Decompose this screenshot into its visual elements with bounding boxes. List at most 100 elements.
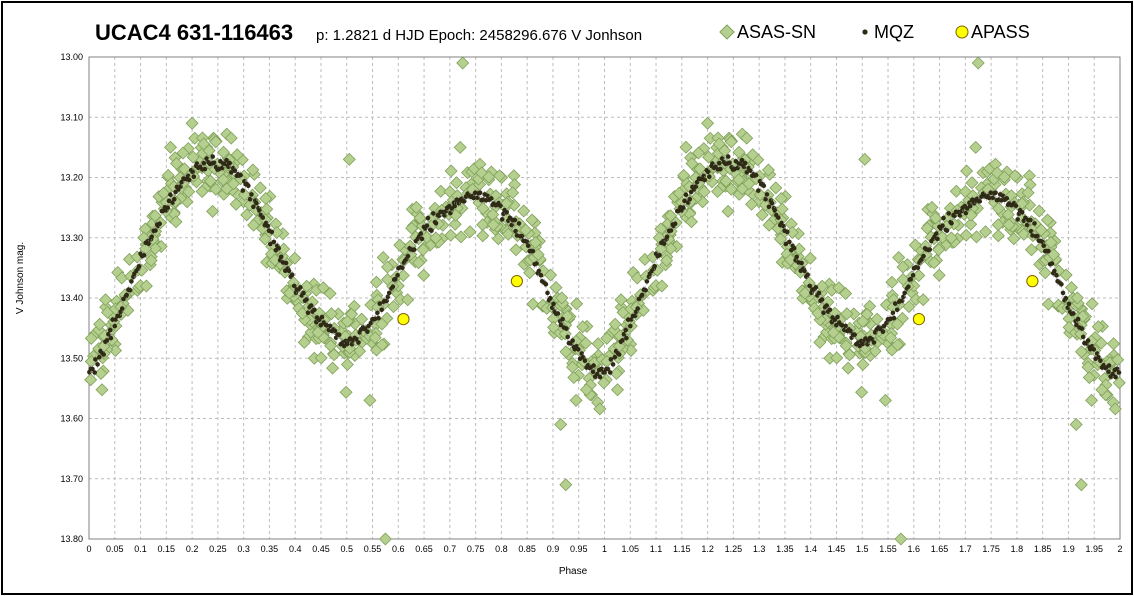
chart-title: UCAC4 631-116463 [95, 20, 293, 45]
asas-sn-point [971, 56, 985, 70]
asas-sn-point [1041, 297, 1055, 311]
asas-sn-point [792, 242, 806, 256]
mqz-point [1040, 239, 1045, 245]
mqz-point [993, 190, 998, 196]
mqz-point [485, 193, 490, 199]
asas-sn-point [912, 268, 926, 283]
mqz-point [719, 156, 725, 161]
asas-sn-point [1074, 478, 1088, 492]
x-tick-label: 1.45 [828, 544, 846, 554]
mqz-point [298, 285, 303, 290]
asas-sn-point [1038, 266, 1052, 280]
mqz-point [694, 179, 700, 185]
y-tick-label: 13.10 [60, 112, 83, 122]
asas-sn-point [1040, 213, 1055, 227]
mqz-point [756, 188, 761, 193]
asas-sn-point [565, 360, 580, 374]
x-tick-label: 0.1 [134, 544, 147, 554]
mqz-point [891, 315, 897, 321]
asas-sn-point [456, 56, 470, 70]
mqz-point [1019, 210, 1025, 215]
asas-sn-series [84, 56, 1126, 546]
mqz-point [178, 184, 183, 189]
mqz-point [813, 285, 819, 290]
mqz-point [349, 342, 355, 347]
x-tick-label: 1.2 [701, 544, 714, 554]
asas-sn-point [420, 230, 434, 244]
asas-sn-point [376, 250, 390, 265]
x-tick-label: 1 [602, 544, 607, 554]
y-tick-label: 13.50 [60, 353, 83, 363]
mqz-point [921, 253, 926, 259]
asas-sn-point [624, 343, 638, 358]
asas-sn-point [811, 306, 825, 320]
mqz-point [1080, 334, 1086, 340]
mqz-point [1079, 326, 1085, 331]
asas-sn-point [84, 331, 98, 345]
mqz-point [705, 169, 711, 175]
asas-sn-point [259, 191, 273, 206]
mqz-point [934, 231, 939, 236]
mqz-point [344, 341, 350, 347]
mqz-point [1096, 355, 1101, 360]
x-tick-label: 1.95 [1085, 544, 1103, 554]
asas-sn-point [297, 335, 311, 349]
asas-sn-point [964, 217, 978, 231]
mqz-point [776, 215, 781, 220]
mqz-point [1041, 243, 1046, 249]
mqz-point [582, 358, 588, 364]
apass-point [1026, 275, 1039, 288]
mqz-point [141, 252, 147, 258]
mqz-point [365, 329, 370, 335]
asas-sn-point [988, 157, 1003, 171]
mqz-point [693, 184, 699, 189]
asas-sn-point [554, 417, 568, 432]
asas-sn-point [1001, 208, 1015, 222]
asas-sn-point [492, 169, 507, 183]
mqz-point [1032, 221, 1037, 226]
mqz-point [1066, 301, 1072, 307]
asas-sn-point [591, 337, 605, 351]
mqz-point [620, 338, 625, 343]
asas-sn-point [935, 230, 949, 244]
x-tick-label: 1.1 [650, 544, 663, 554]
asas-sn-point [206, 204, 220, 218]
legend-apass-marker [955, 25, 969, 39]
mqz-point [153, 228, 158, 233]
mqz-point [791, 245, 797, 251]
asas-sn-point [339, 385, 353, 399]
mqz-point [890, 310, 896, 316]
mqz-point [880, 329, 886, 335]
mqz-point [165, 205, 171, 210]
mqz-point [910, 273, 916, 278]
mqz-point [599, 366, 604, 372]
asas-sn-point [579, 336, 593, 350]
asas-sn-point [549, 280, 563, 295]
mqz-point [783, 241, 789, 247]
mqz-point [124, 292, 129, 298]
mqz-point [564, 326, 569, 331]
mqz-point [104, 338, 110, 343]
mqz-point [727, 160, 732, 166]
x-tick-label: 1.15 [673, 544, 691, 554]
asas-sn-point [282, 286, 297, 300]
mqz-point [616, 352, 622, 357]
asas-sn-point [1064, 280, 1079, 295]
asas-sn-point [340, 314, 354, 328]
asas-sn-point [84, 373, 98, 387]
asas-sn-point [355, 312, 369, 326]
asas-sn-point [685, 156, 699, 171]
mqz-point [194, 161, 200, 166]
asas-sn-point [965, 176, 979, 190]
mqz-point [1075, 316, 1081, 322]
mqz-point [229, 170, 234, 175]
mqz-point [742, 160, 748, 166]
mqz-point [433, 220, 439, 226]
asas-sn-point [916, 293, 930, 307]
asas-sn-point [724, 135, 738, 149]
asas-sn-point [960, 164, 974, 178]
mqz-point [1059, 282, 1064, 287]
x-tick-label: 1.55 [879, 544, 897, 554]
asas-sn-point [559, 345, 573, 359]
mqz-point [366, 323, 372, 329]
